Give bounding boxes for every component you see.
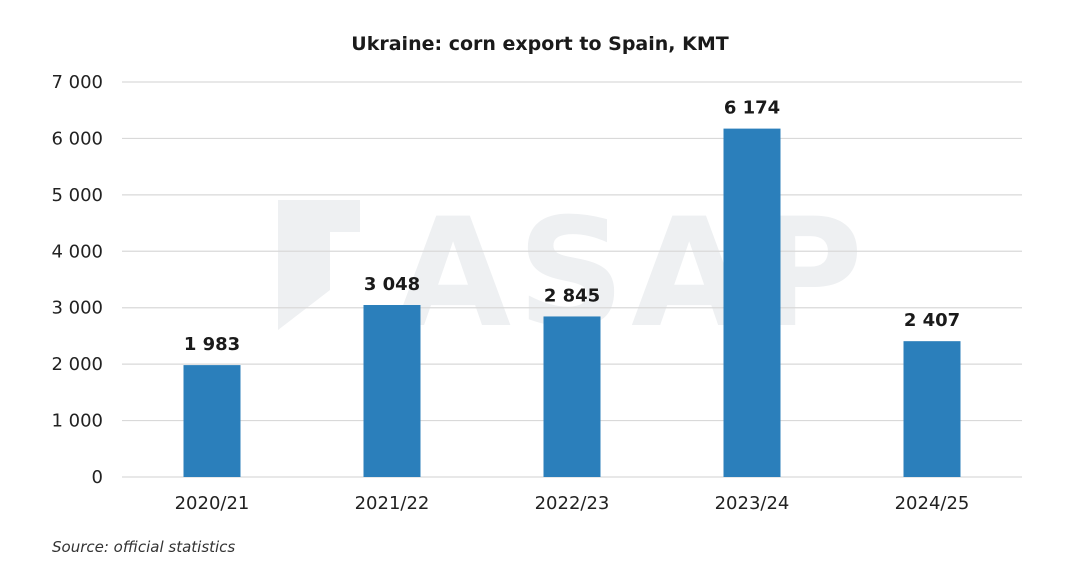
chart-title: Ukraine: corn export to Spain, KMT (351, 33, 728, 55)
x-category-label: 2024/25 (895, 493, 970, 514)
y-tick-label: 7 000 (51, 72, 103, 93)
y-tick-label: 3 000 (51, 298, 103, 319)
x-category-label: 2023/24 (715, 493, 790, 514)
x-category-label: 2022/23 (535, 493, 610, 514)
watermark-logo-shape (278, 200, 360, 330)
watermark-logo-text: ASAP (395, 187, 869, 361)
bar-value-label: 1 983 (184, 334, 240, 355)
x-category-label: 2021/22 (355, 493, 430, 514)
bar-value-label: 2 407 (904, 310, 960, 331)
bar-2022-23 (543, 316, 601, 477)
watermark-layer: ASAP (278, 187, 869, 361)
bar-2020-21 (183, 365, 241, 477)
y-tick-label: 4 000 (51, 241, 103, 262)
x-category-label: 2020/21 (175, 493, 250, 514)
y-tick-label: 2 000 (51, 354, 103, 375)
y-tick-label: 6 000 (51, 128, 103, 149)
bar-value-labels: 1 983 3 048 2 845 6 174 2 407 (184, 98, 960, 355)
bar-value-label: 6 174 (724, 98, 780, 119)
y-tick-label: 0 (92, 467, 103, 488)
bar-2024-25 (903, 341, 961, 477)
x-axis-category-labels: 2020/21 2021/22 2022/23 2023/24 2024/25 (175, 493, 970, 514)
bar-value-label: 3 048 (364, 274, 420, 295)
y-tick-label: 1 000 (51, 411, 103, 432)
y-tick-label: 5 000 (51, 185, 103, 206)
y-axis-tick-labels: 0 1 000 2 000 3 000 4 000 5 000 6 000 7 000 (51, 72, 103, 488)
bars (183, 128, 961, 478)
source-note: Source: official statistics (52, 538, 235, 556)
bar-value-label: 2 845 (544, 285, 600, 306)
bar-2021-22 (363, 305, 421, 477)
bar-2023-24 (723, 128, 781, 478)
